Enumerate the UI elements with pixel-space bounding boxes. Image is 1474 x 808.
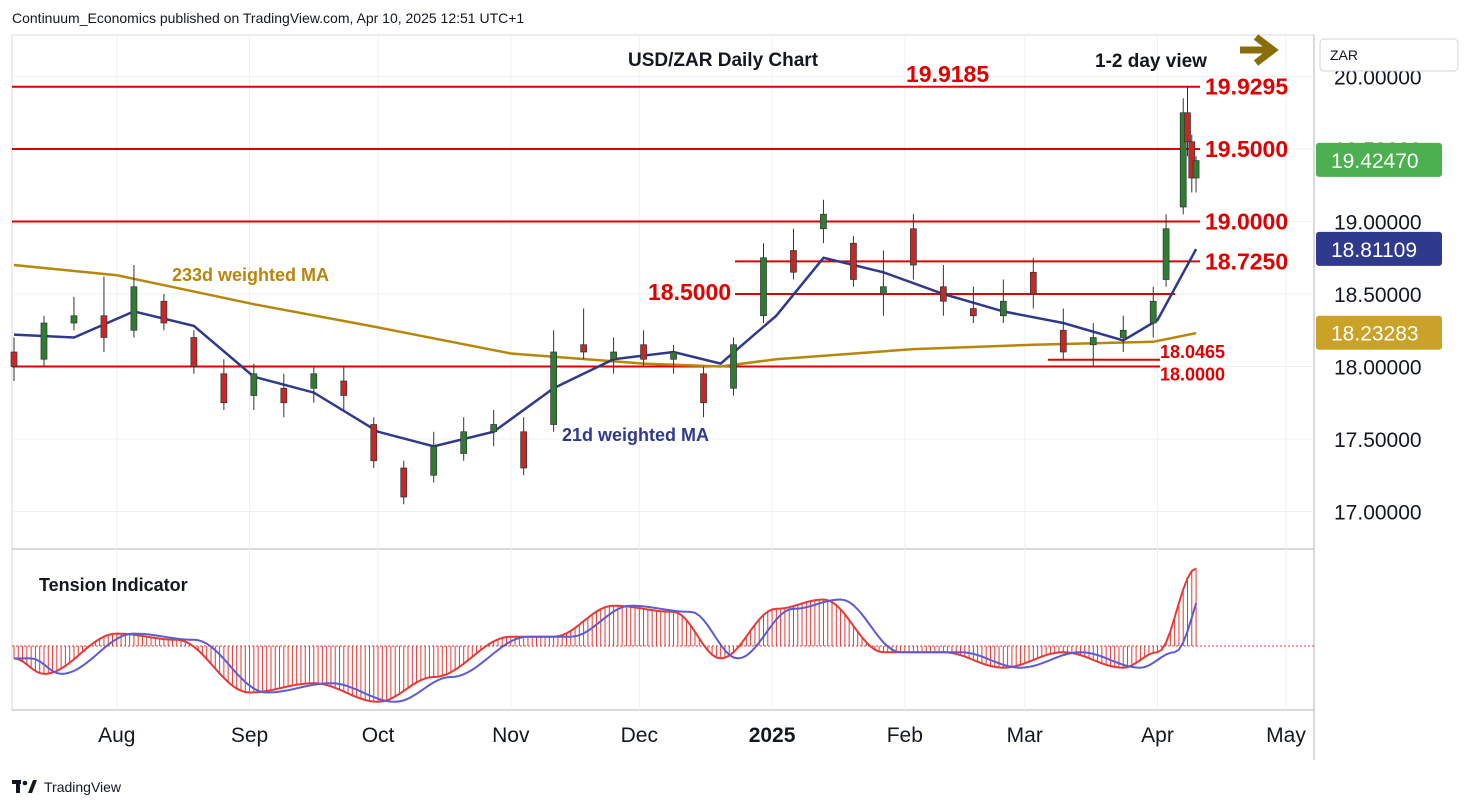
candle-body [640,344,647,360]
candlestick-series [10,86,1200,505]
candle-body [340,380,348,396]
price-badge-ma21 [1316,231,1442,266]
candle-body [490,424,498,433]
candle-body [940,286,947,302]
currency-box[interactable] [1319,38,1459,72]
tension-slow-line [14,598,1198,703]
chart-title: USD/ZAR Daily Chart [628,50,819,71]
candle-body [1029,271,1037,295]
candle-body [100,315,108,338]
price-axis[interactable]: 20.0000019.5000019.0000018.5000018.00000… [1334,67,1422,525]
candle-body [550,351,557,425]
price-tick-label: 18.00000 [1334,357,1422,380]
level-label: 19.0000 [1205,209,1288,235]
candle-body [580,344,587,353]
time-tick-label: Feb [887,724,923,747]
candle-body [310,373,318,389]
candle-body [910,228,917,266]
candle-body [1179,112,1187,208]
time-tick-label: Oct [362,724,395,747]
time-tick-label: Mar [1007,724,1043,747]
candle-body [730,344,737,389]
level-label: 19.5000 [1205,136,1288,162]
candle-body [970,308,977,317]
view-annotation: 1-2 day view [1095,51,1207,72]
time-tick-label: Sep [231,724,268,747]
usd-zar-daily-chart: 19.9295 19.5000 19.0000 18.7250 18.5000 18.04… [10,34,1459,760]
candle-body [70,315,78,324]
candle-body [280,387,288,404]
tension-indicator-title: Tension Indicator [39,575,188,595]
candle-body [400,467,408,498]
footer-brand: TradingView [44,779,122,795]
time-tick-label: Aug [98,724,135,747]
candle-body [1162,228,1170,280]
candle-body [40,322,48,360]
price-tick-label: 17.00000 [1334,502,1422,525]
candle-body [460,431,468,454]
ma233-line [13,263,1197,368]
price-tick-label: 19.00000 [1334,212,1422,235]
ma21-label: 21d weighted MA [562,425,709,445]
candle-body [1188,141,1196,179]
candle-body [880,286,887,295]
candle-body [700,373,707,404]
time-tick-label: Nov [492,724,530,747]
candle-body [520,431,528,469]
price-badge-label: 19.42470 [1331,150,1419,173]
price-badge-ma233 [1316,315,1442,350]
candle-body [610,351,617,360]
price-tick-label: 18.50000 [1334,284,1422,307]
candle-body [1184,112,1191,143]
level-label: 19.9295 [1205,74,1288,100]
candle-body [999,300,1007,317]
support-resistance-levels: 19.9295 19.5000 19.0000 18.7250 18.5000 18.04… [12,74,1288,385]
tradingview-logo-icon [12,780,37,793]
candle-body [430,445,438,476]
currency-label: ZAR [1330,47,1358,63]
candle-body [10,351,18,367]
candle-body [1192,160,1200,179]
candle-body [850,242,857,280]
peak-label: 19.9185 [906,61,989,87]
candle-body [670,351,677,360]
candle-body [1149,300,1157,324]
time-tick-label: 2025 [749,724,796,747]
price-badge-label: 18.81109 [1331,239,1417,262]
level-label: 18.0000 [1160,365,1225,385]
level-label: 18.7250 [1205,248,1288,274]
candle-body [1059,329,1067,353]
candle-body [370,424,378,462]
tension-fast-line [13,567,1197,703]
candle-body [250,373,258,396]
ma233-label: 233d weighted MA [172,265,329,285]
publisher-credit: Continuum_Economics published on Trading… [12,10,525,26]
candle-body [820,213,827,230]
price-badge-label: 18.23283 [1331,323,1419,346]
price-tick-label: 20.00000 [1334,67,1422,90]
level-label: 18.5000 [648,279,731,305]
time-tick-label: Dec [621,724,658,747]
candle-body [1119,329,1127,338]
time-tick-label: May [1266,724,1306,747]
candle-body [160,300,168,324]
price-tick-label: 17.50000 [1334,429,1422,452]
level-label: 18.0465 [1160,342,1225,362]
footer[interactable]: TradingView [12,778,121,796]
time-tick-label: Apr [1141,724,1174,747]
arrow-right-icon [1240,34,1279,66]
candle-body [790,250,797,273]
candle-body [130,286,138,331]
price-badge-price [1316,142,1442,177]
price-badges: 19.42470 18.81109 18.23283 [1316,142,1442,350]
time-axis[interactable]: Aug Sep Oct Nov Dec 2025 Feb Mar Apr May [98,724,1306,747]
candle-body [760,257,767,317]
tension-indicator-pane [12,567,1314,703]
candle-body [1089,337,1097,346]
candle-body [190,337,198,367]
candle-body [220,373,228,404]
